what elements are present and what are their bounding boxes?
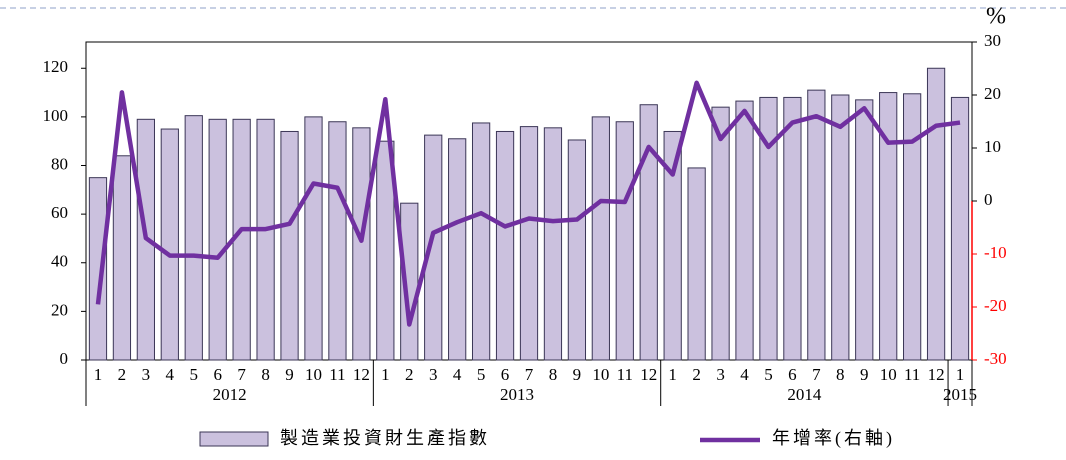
y2-tick-label: 10 [984, 137, 1001, 156]
bar [855, 99, 874, 361]
bar [567, 139, 587, 361]
bar [328, 121, 347, 361]
y-tick-label: 0 [60, 349, 69, 368]
y-tick-label: 120 [43, 57, 69, 76]
x-tick-label: 7 [237, 365, 246, 384]
line [95, 80, 961, 327]
bar [926, 67, 946, 361]
bar [591, 116, 610, 361]
x-tick-label: 1 [956, 365, 965, 384]
x-tick-label: 4 [453, 365, 462, 384]
bar [400, 202, 419, 361]
bar [950, 96, 970, 361]
y-tick-label: 80 [51, 154, 68, 173]
x-tick-label: 7 [525, 365, 534, 384]
bar [735, 100, 754, 361]
x-tick-label: 11 [617, 365, 633, 384]
x-tick-label: 11 [904, 365, 920, 384]
bar [184, 115, 203, 361]
x-tick-label: 12 [928, 365, 945, 384]
bar [807, 89, 826, 361]
x-tick-label: 1 [381, 365, 390, 384]
bar [687, 167, 706, 361]
year-label: 2015 [943, 385, 977, 404]
x-tick-label: 2 [405, 365, 414, 384]
bar [519, 126, 539, 361]
x-tick-label: 9 [285, 365, 294, 384]
bar [759, 96, 778, 361]
bar [543, 127, 563, 361]
bar [903, 93, 922, 361]
bar [711, 106, 730, 361]
bar [280, 130, 299, 361]
x-tick-label: 10 [592, 365, 609, 384]
x-tick-label: 9 [573, 365, 582, 384]
y-tick-label: 100 [43, 106, 69, 125]
y2-tick-label: -20 [984, 296, 1007, 315]
bar [208, 118, 227, 361]
bar [615, 121, 634, 361]
x-tick-label: 1 [668, 365, 677, 384]
x-tick-label: 5 [190, 365, 199, 384]
x-tick-label: 3 [142, 365, 151, 384]
bar [88, 177, 108, 361]
legend-text: 製造業投資財生產指數 [280, 428, 490, 448]
x-tick-label: 10 [880, 365, 897, 384]
x-tick-label: 12 [353, 365, 370, 384]
x-tick-label: 2 [692, 365, 701, 384]
bar [448, 138, 467, 361]
bar [424, 134, 443, 361]
x-tick-label: 2 [118, 365, 127, 384]
x-tick-label: 9 [860, 365, 869, 384]
x-tick-label: 5 [764, 365, 773, 384]
x-tick-label: 6 [501, 365, 510, 384]
year-label: 2013 [500, 385, 534, 404]
bar [256, 118, 275, 361]
bar [376, 140, 395, 361]
y-tick-label: 40 [51, 252, 68, 271]
x-tick-label: 5 [477, 365, 486, 384]
y-tick-label: 60 [51, 203, 68, 222]
x-tick-label: 7 [812, 365, 821, 384]
x-tick-label: 3 [429, 365, 438, 384]
bar [879, 92, 898, 361]
x-tick-label: 8 [261, 365, 270, 384]
bar [639, 104, 658, 361]
x-tick-label: 12 [640, 365, 657, 384]
year-label: 2012 [213, 385, 247, 404]
x-tick-label: 3 [716, 365, 725, 384]
year-label: 2014 [787, 385, 822, 404]
x-tick-label: 8 [549, 365, 558, 384]
y-tick-label: 20 [51, 300, 68, 319]
x-tick-label: 11 [329, 365, 345, 384]
bar [495, 130, 515, 361]
x-tick-label: 4 [740, 365, 749, 384]
y2-unit: % [986, 4, 1006, 30]
y2-tick-label: -30 [984, 349, 1007, 368]
x-tick-label: 4 [166, 365, 175, 384]
legend-swatch [199, 431, 269, 447]
x-tick-label: 6 [213, 365, 222, 384]
bar [160, 128, 179, 361]
bar [112, 155, 132, 361]
y2-tick-label: 30 [984, 31, 1001, 50]
x-tick-label: 6 [788, 365, 797, 384]
bar [663, 130, 682, 361]
bar [304, 116, 323, 361]
bar [471, 122, 491, 361]
y2-tick-label: 0 [984, 190, 993, 209]
x-tick-label: 1 [94, 365, 103, 384]
x-tick-label: 8 [836, 365, 845, 384]
y2-tick-label: 20 [984, 84, 1001, 103]
legend-text: 年增率(右軸) [772, 428, 895, 449]
bar [352, 127, 371, 361]
y2-tick-label: -10 [984, 243, 1007, 262]
bar [831, 94, 850, 361]
bar [783, 96, 802, 361]
x-tick-label: 10 [305, 365, 322, 384]
